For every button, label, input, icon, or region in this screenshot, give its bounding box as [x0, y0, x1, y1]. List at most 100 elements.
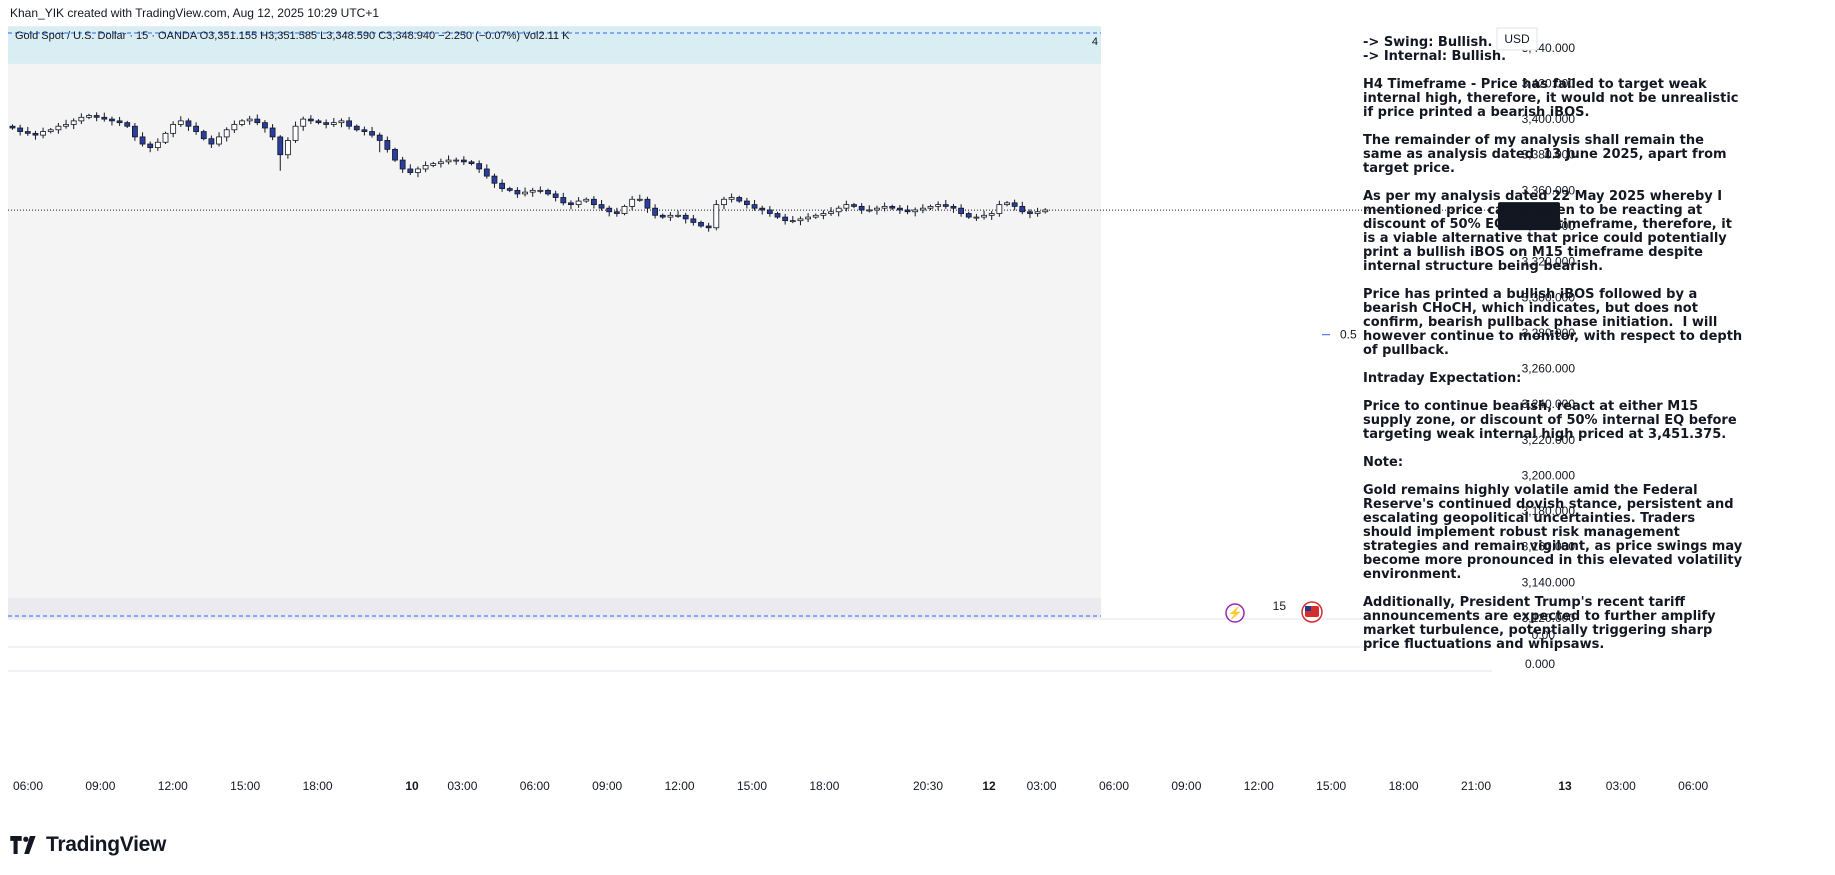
price-tick-label: 3,260.000: [1522, 362, 1576, 376]
currency-box[interactable]: [1496, 27, 1538, 51]
candle: [942, 204, 949, 207]
candle: [927, 205, 934, 209]
price-pane-background[interactable]: [8, 26, 1101, 616]
price-tick-label: 3,140.000: [1522, 575, 1576, 589]
candle: [47, 129, 54, 132]
candle: [950, 205, 957, 209]
candle: [705, 225, 712, 229]
candle: [384, 140, 391, 150]
candle: [904, 209, 911, 213]
candle: [828, 211, 834, 214]
candle: [522, 191, 528, 195]
candle: [820, 213, 827, 216]
candle: [223, 129, 230, 138]
volume-axis-value: 0.00: [1532, 628, 1556, 642]
candle: [162, 132, 169, 143]
note-line: -> Swing: Bullish.: [1363, 35, 1493, 50]
lightning-icon[interactable]: [1225, 603, 1245, 623]
candle: [70, 120, 77, 125]
candle: [644, 198, 651, 209]
note-line: Intraday Expectation:: [1363, 371, 1522, 386]
price-tick-label: 3,280.000: [1522, 326, 1576, 340]
price-tick-label: 3,200.000: [1522, 468, 1576, 482]
candle: [170, 124, 177, 134]
candle: [131, 125, 138, 138]
candle: [376, 134, 383, 141]
candle: [32, 132, 39, 136]
candle: [698, 222, 704, 227]
candle: [254, 118, 261, 124]
candle: [323, 122, 330, 125]
note-line: H4 Timeframe - Price has failed to targe…: [1363, 77, 1744, 120]
candle: [981, 214, 987, 218]
eq-level-label: 0.5: [1340, 328, 1357, 342]
candle: [460, 159, 467, 163]
analysis-notes: -> Swing: Bullish. -> Internal: Bullish.…: [1363, 36, 1743, 666]
time-tick-label: 03:00: [447, 779, 477, 793]
candle: [109, 118, 115, 122]
time-tick-label: 06:00: [1099, 779, 1129, 793]
candle: [958, 207, 964, 214]
time-tick-label: 15:00: [1316, 779, 1346, 793]
candle: [124, 122, 131, 127]
candle: [575, 200, 582, 206]
price-tick-label: 3,120.000: [1522, 611, 1576, 625]
volume-pane[interactable]: [8, 619, 1101, 647]
candle: [369, 131, 375, 136]
price-tick-label: 3,300.000: [1522, 290, 1576, 304]
candle: [330, 122, 337, 125]
lightning-glyph: ⚡: [1228, 606, 1243, 620]
price-tick-label: 3,420.000: [1522, 76, 1576, 90]
price-axis[interactable]: [1492, 26, 1835, 671]
candle: [843, 204, 850, 209]
note-line: Gold remains highly volatile amid the Fe…: [1363, 483, 1743, 582]
candle: [866, 209, 873, 212]
candle: [415, 168, 421, 173]
time-tick-label: 15:00: [230, 779, 260, 793]
candle: [759, 207, 766, 211]
candle: [269, 127, 276, 138]
candle: [736, 197, 743, 202]
candle: [636, 198, 643, 201]
candle: [965, 213, 972, 218]
candle: [935, 204, 942, 207]
price-tick-label: 3,380.000: [1522, 148, 1576, 162]
price-tick-label: 3,400.000: [1522, 112, 1576, 126]
candle: [506, 188, 513, 191]
candle: [262, 122, 268, 129]
candle: [728, 197, 735, 200]
currency-label: USD: [1504, 32, 1530, 46]
candle: [407, 168, 414, 173]
candle: [682, 214, 689, 220]
candle: [1042, 209, 1049, 213]
candle: [583, 198, 590, 202]
indicator-axis-value: 0.000: [1525, 657, 1555, 671]
chart-svg[interactable]: Gold Spot / U.S. Dollar · 15 · OANDA O3,…: [0, 26, 1835, 816]
candle: [476, 163, 483, 170]
time-tick-label: 12:00: [1244, 779, 1274, 793]
time-tick-label: 12:00: [158, 779, 188, 793]
candle: [858, 205, 865, 211]
price-tick-label: 3,320.000: [1522, 255, 1576, 269]
chart-area[interactable]: Gold Spot / U.S. Dollar · 15 · OANDA O3,…: [0, 26, 1835, 816]
candle: [1004, 202, 1010, 206]
candle: [17, 127, 24, 132]
candle: [751, 204, 758, 209]
candle: [284, 140, 291, 156]
candle: [216, 136, 222, 145]
time-tick-label: 06:00: [13, 779, 43, 793]
note-line: Additionally, President Trump's recent t…: [1363, 595, 1721, 652]
candle: [338, 120, 345, 124]
candle: [499, 182, 506, 189]
candle: [1034, 211, 1041, 214]
candle: [315, 120, 322, 124]
candle: [629, 198, 636, 207]
candle: [874, 207, 880, 211]
candle: [1019, 205, 1026, 213]
tradingview-logo[interactable]: TradingView: [10, 833, 166, 857]
candle: [621, 205, 628, 214]
candle: [988, 213, 995, 216]
candle: [667, 214, 674, 218]
candle: [200, 131, 207, 140]
time-tick-label: 03:00: [1606, 779, 1636, 793]
